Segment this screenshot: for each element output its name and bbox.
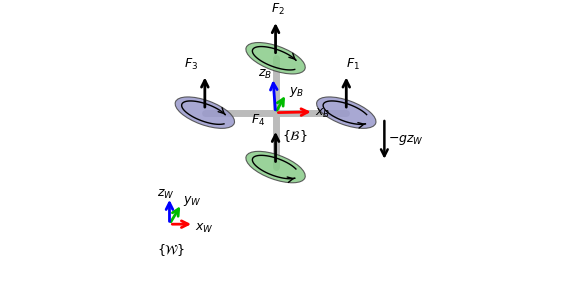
Ellipse shape [316, 97, 376, 128]
Text: $F_1$: $F_1$ [346, 57, 360, 72]
Text: $F_3$: $F_3$ [184, 57, 198, 72]
Text: $x_W$: $x_W$ [196, 222, 214, 235]
Ellipse shape [246, 151, 305, 183]
Text: $F_4$: $F_4$ [251, 113, 265, 128]
Ellipse shape [175, 97, 234, 128]
Text: $z_W$: $z_W$ [157, 188, 175, 201]
Text: $y_W$: $y_W$ [183, 194, 202, 208]
Text: $-gz_W$: $-gz_W$ [388, 133, 424, 147]
Text: $x_B$: $x_B$ [315, 107, 330, 120]
Text: $F_2$: $F_2$ [271, 2, 285, 17]
Text: $\{\mathcal{W}\}$: $\{\mathcal{W}\}$ [157, 242, 185, 258]
Text: $z_B$: $z_B$ [258, 68, 272, 81]
Ellipse shape [246, 43, 305, 74]
Text: $y_B$: $y_B$ [289, 85, 304, 99]
Text: $\{\mathcal{B}\}$: $\{\mathcal{B}\}$ [282, 128, 308, 144]
